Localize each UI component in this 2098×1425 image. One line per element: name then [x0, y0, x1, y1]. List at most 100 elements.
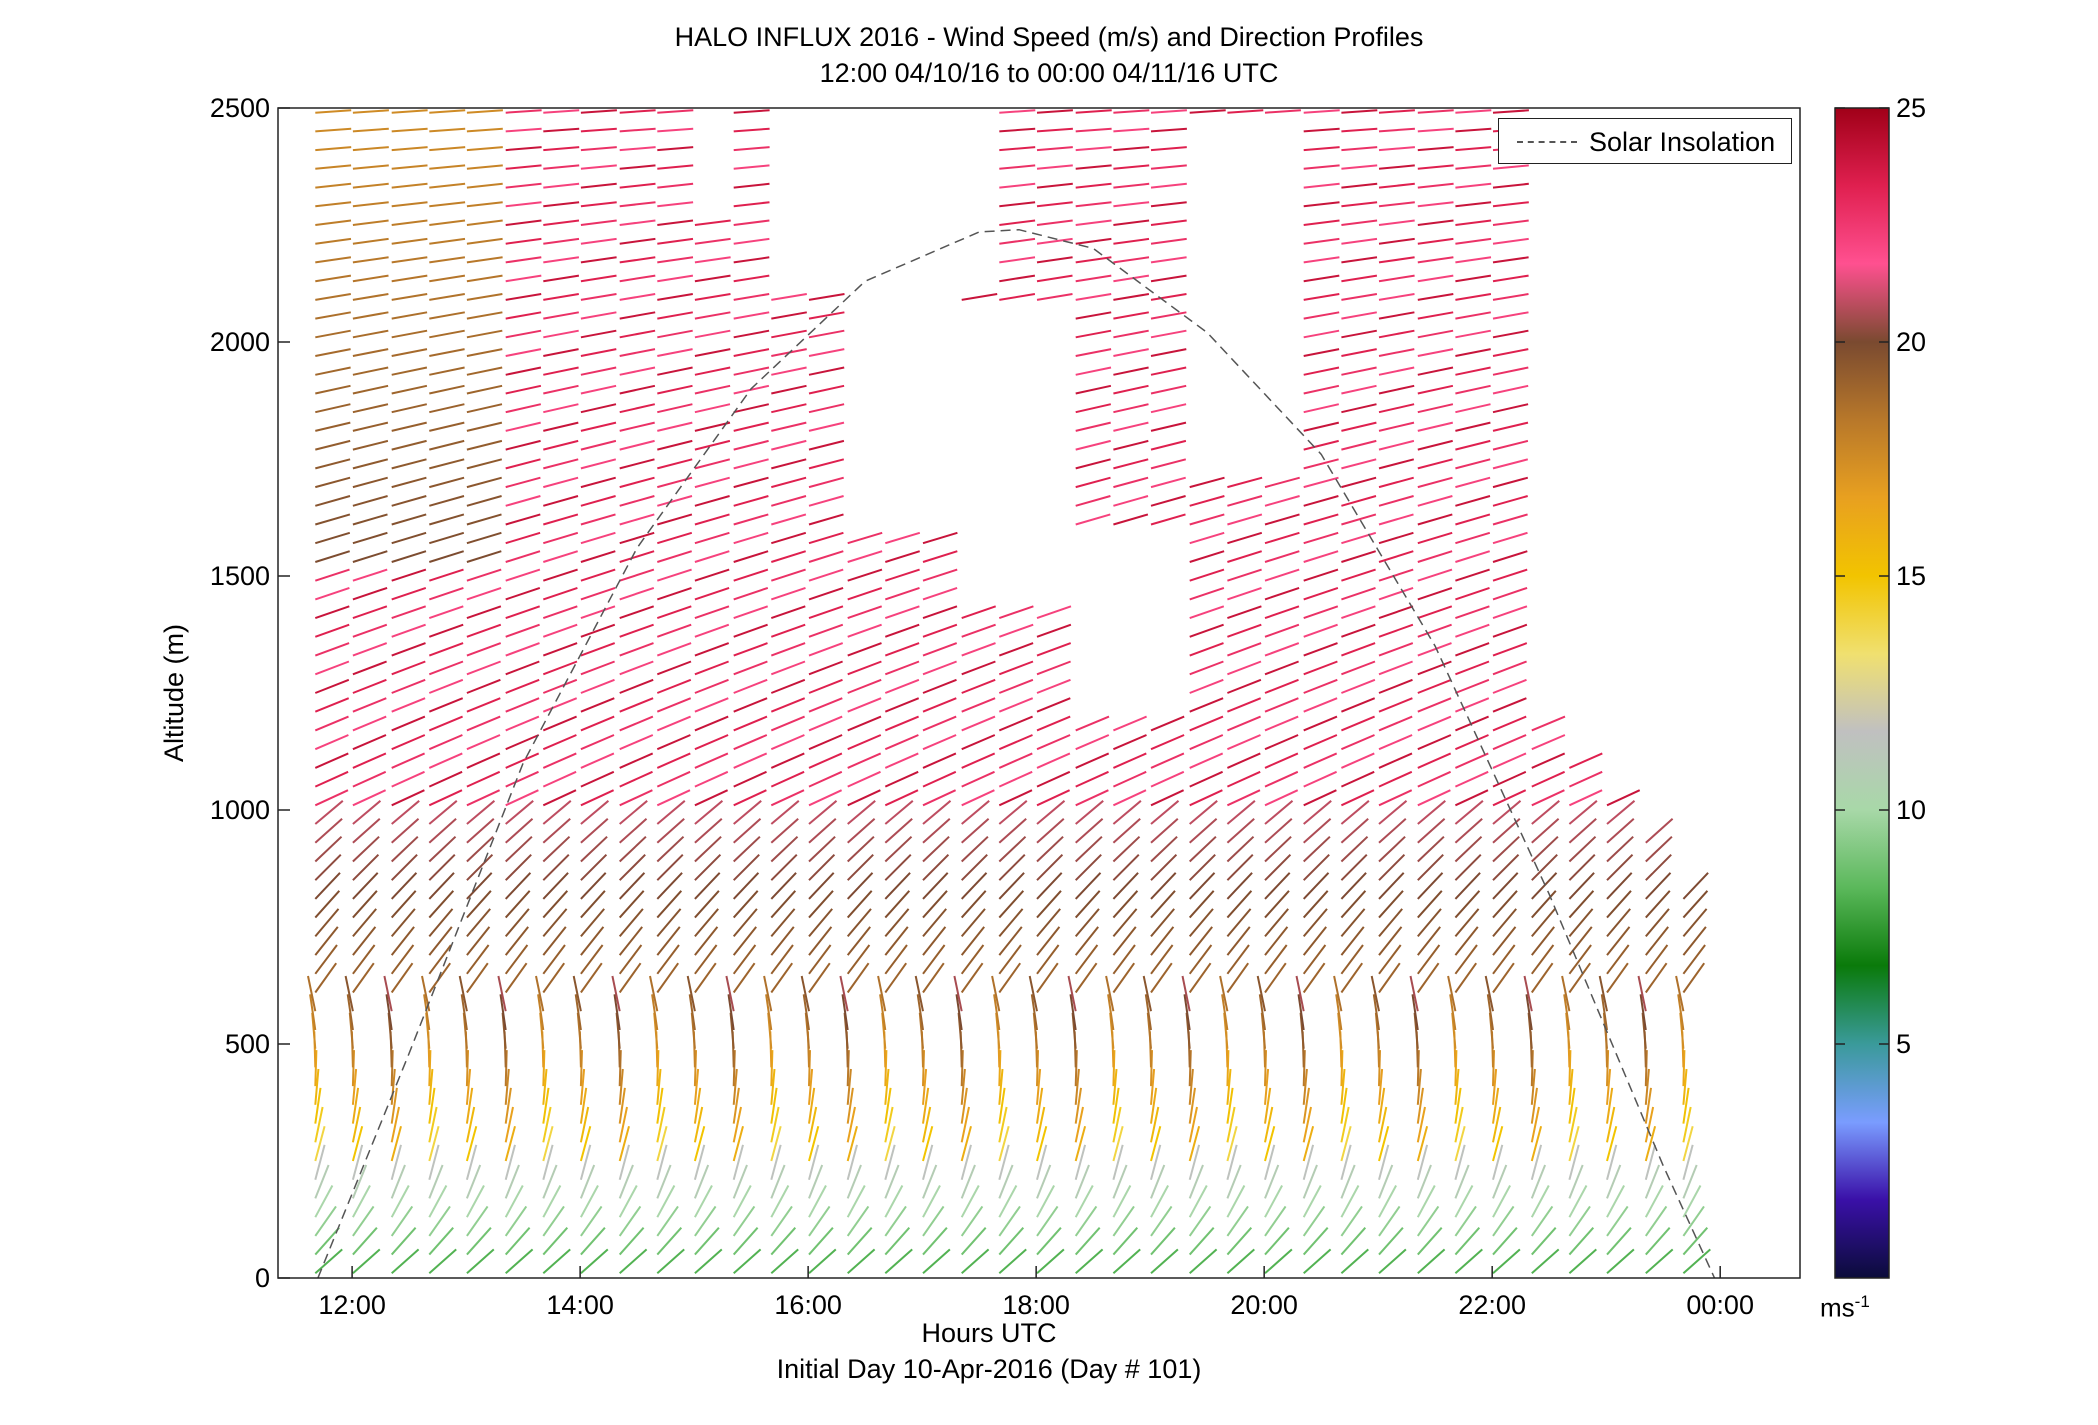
wind-barb — [1378, 697, 1413, 713]
wind-barb — [1644, 1164, 1661, 1199]
wind-barb — [619, 715, 654, 732]
wind-barb — [960, 1050, 964, 1087]
wind-barb — [847, 568, 883, 582]
wind-barb — [656, 890, 683, 919]
wind-barb — [1492, 890, 1518, 919]
wind-barb — [1302, 962, 1326, 994]
wind-barb — [694, 256, 731, 264]
wind-barb — [1188, 1227, 1215, 1256]
wind-barb — [315, 439, 351, 451]
wind-barb — [1075, 109, 1112, 114]
wind-barb — [1492, 660, 1527, 676]
wind-barb — [505, 293, 542, 301]
wind-barb — [1378, 962, 1401, 994]
wind-barb — [1417, 660, 1452, 676]
wind-barb — [580, 182, 617, 189]
wind-barb — [1455, 384, 1491, 395]
wind-barb — [884, 818, 913, 844]
wind-barb — [1341, 642, 1376, 657]
wind-barb — [1454, 944, 1478, 975]
wind-barb — [1340, 1125, 1352, 1162]
wind-barb — [1189, 586, 1225, 601]
wind-barb — [1645, 944, 1669, 975]
wind-barb — [1378, 926, 1403, 956]
wind-barb — [1606, 944, 1630, 975]
wind-barb — [1302, 1050, 1306, 1087]
wind-barb — [1341, 201, 1378, 208]
wind-barb — [466, 789, 501, 807]
wind-barb — [1455, 439, 1491, 451]
wind-barb — [619, 800, 648, 825]
wind-barb — [808, 329, 845, 339]
wind-barb — [390, 1164, 406, 1199]
wind-barb — [466, 146, 503, 152]
wind-barb — [1568, 789, 1603, 807]
wind-barb — [505, 476, 541, 489]
wind-barb — [1226, 1125, 1238, 1162]
wind-barb — [922, 623, 958, 638]
wind-barb — [1492, 568, 1528, 582]
wind-barb — [390, 1125, 402, 1162]
wind-barb — [1492, 1125, 1504, 1162]
wind-barb — [846, 1106, 856, 1143]
wind-barb — [352, 770, 387, 788]
wind-barb — [1531, 715, 1566, 732]
wind-barb — [1341, 531, 1377, 545]
wind-barb — [352, 109, 389, 114]
wind-barb — [1264, 1068, 1270, 1105]
wind-barb — [1531, 835, 1559, 863]
wind-barb — [656, 800, 686, 825]
wind-barb — [1189, 568, 1225, 582]
x-tick-label: 16:00 — [774, 1290, 842, 1320]
wind-barb — [884, 1205, 907, 1237]
wind-barb — [428, 1164, 444, 1199]
wind-barb — [1189, 678, 1224, 694]
wind-barb — [1606, 800, 1636, 825]
wind-barb — [733, 127, 770, 133]
wind-barb — [466, 421, 503, 432]
wind-barb — [391, 348, 428, 357]
wind-barb — [693, 1050, 697, 1087]
wind-barb — [1036, 1144, 1048, 1180]
wind-barb — [1600, 994, 1608, 1031]
wind-barb — [1341, 311, 1377, 320]
wind-barb — [1378, 800, 1408, 825]
wind-barb — [315, 274, 352, 283]
wind-barb — [505, 495, 541, 507]
wind-barb — [1181, 975, 1191, 1012]
wind-barb — [618, 1227, 645, 1256]
wind-barb — [619, 109, 656, 114]
wind-barb — [1074, 1164, 1090, 1199]
wind-barb — [428, 1106, 438, 1143]
wind-barb — [808, 421, 845, 432]
wind-barb — [1113, 274, 1150, 283]
wind-barb — [352, 715, 387, 732]
wind-barb — [542, 1050, 546, 1087]
wind-barb — [922, 1106, 932, 1143]
wind-barb — [1531, 789, 1565, 807]
wind-barb — [808, 1205, 831, 1237]
wind-barb — [1378, 256, 1415, 264]
wind-barb — [466, 182, 503, 189]
wind-barb — [1454, 789, 1489, 807]
wind-barb — [1036, 697, 1071, 713]
wind-barb — [351, 1087, 360, 1124]
wind-barb — [1150, 274, 1187, 283]
wind-barb — [466, 660, 501, 676]
wind-barb — [1226, 872, 1253, 900]
wind-barb — [1303, 835, 1331, 863]
wind-barb — [1075, 127, 1112, 133]
wind-barb — [1227, 495, 1263, 507]
wind-barb — [1074, 1106, 1084, 1143]
wind-barb — [657, 329, 693, 339]
wind-barb — [391, 458, 427, 470]
wind-barb — [352, 531, 388, 545]
wind-barb — [1568, 1125, 1580, 1162]
wind-barb — [352, 219, 389, 226]
wind-barb — [1417, 586, 1453, 601]
wind-barb — [1112, 835, 1141, 863]
wind-barb — [390, 944, 415, 975]
wind-barb — [1303, 550, 1339, 563]
wind-barb — [1492, 1164, 1508, 1199]
wind-barb — [1189, 109, 1226, 114]
